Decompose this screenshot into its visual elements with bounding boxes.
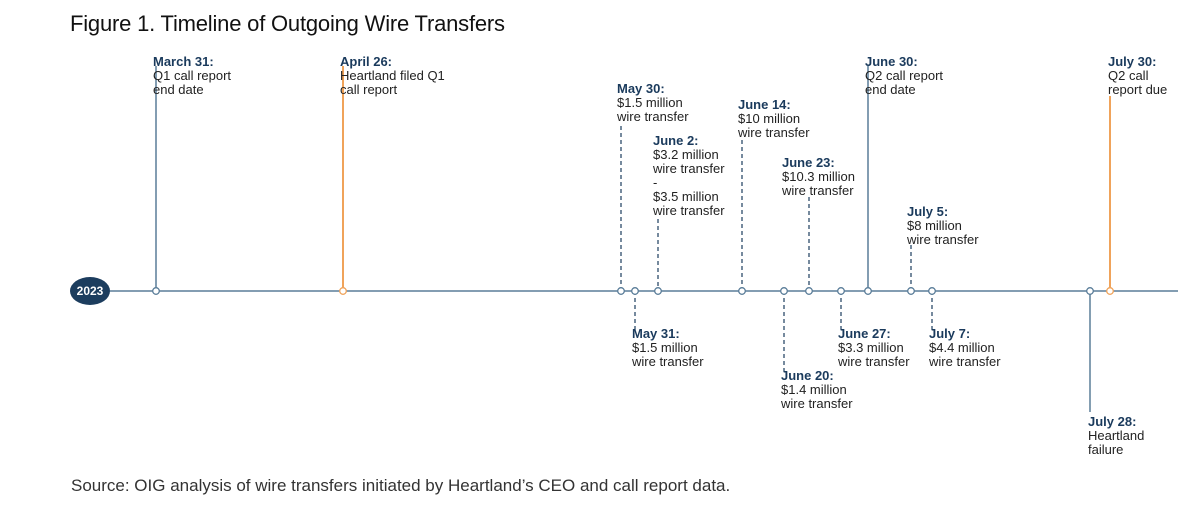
event-marker-jun2 xyxy=(654,287,662,295)
event-marker-jun20 xyxy=(780,287,788,295)
event-date: June 27: xyxy=(838,326,891,341)
event-date: May 31: xyxy=(632,326,680,341)
event-description: Q1 call report end date xyxy=(153,68,232,97)
event-marker-jul7 xyxy=(928,287,936,295)
event-description: $1.5 million wire transfer xyxy=(632,340,704,369)
event-description: $3.2 million wire transfer - $3.5 millio… xyxy=(653,147,725,218)
event-date: June 20: xyxy=(781,368,834,383)
event-label-jul7: July 7: $4.4 million wire transfer xyxy=(929,327,1001,369)
event-description: Heartland failure xyxy=(1088,428,1145,457)
event-date: July 28: xyxy=(1088,414,1137,429)
event-marker-may31 xyxy=(631,287,639,295)
figure-title: Figure 1. Timeline of Outgoing Wire Tran… xyxy=(70,11,505,36)
event-label-may31: May 31: $1.5 million wire transfer xyxy=(632,327,704,369)
event-date: June 23: xyxy=(782,155,835,170)
event-description: $3.3 million wire transfer xyxy=(838,340,910,369)
event-description: $1.4 million wire transfer xyxy=(781,382,853,411)
event-description: $10 million wire transfer xyxy=(738,111,810,140)
event-marker-jun30 xyxy=(864,287,872,295)
event-date: July 30: xyxy=(1108,54,1157,69)
event-marker-apr26 xyxy=(339,287,347,295)
event-date: June 14: xyxy=(738,97,791,112)
event-marker-jun27 xyxy=(837,287,845,295)
event-label-jul28: July 28: Heartland failure xyxy=(1088,415,1144,457)
event-label-may30: May 30: $1.5 million wire transfer xyxy=(617,82,689,124)
event-description: Q2 call report end date xyxy=(865,68,944,97)
event-date: July 7: xyxy=(929,326,971,341)
event-label-mar31: March 31: Q1 call report end date xyxy=(153,55,231,97)
event-marker-jun14 xyxy=(738,287,746,295)
event-description: Q2 call report due xyxy=(1108,68,1168,97)
event-description: Heartland filed Q1 call report xyxy=(340,68,445,97)
event-description: $1.5 million wire transfer xyxy=(617,95,689,124)
event-label-jul5: July 5: $8 million wire transfer xyxy=(907,205,979,247)
event-date: April 26: xyxy=(340,54,393,69)
event-label-jun2: June 2: $3.2 million wire transfer - $3.5… xyxy=(653,134,725,218)
year-badge: 2023 xyxy=(70,277,110,305)
event-marker-mar31 xyxy=(152,287,160,295)
event-date: May 30: xyxy=(617,81,665,96)
event-marker-jun23 xyxy=(805,287,813,295)
event-date: March 31: xyxy=(153,54,214,69)
event-marker-jul5 xyxy=(907,287,915,295)
event-marker-jul30 xyxy=(1106,287,1114,295)
event-marker-may30 xyxy=(617,287,625,295)
event-description: $4.4 million wire transfer xyxy=(929,340,1001,369)
event-date: June 2: xyxy=(653,133,699,148)
event-marker-jul28 xyxy=(1086,287,1094,295)
event-label-jun23: June 23: $10.3 million wire transfer xyxy=(782,156,855,198)
event-label-jun20: June 20: $1.4 million wire transfer xyxy=(781,369,853,411)
event-label-jun27: June 27: $3.3 million wire transfer xyxy=(838,327,910,369)
source-note: Source: OIG analysis of wire transfers i… xyxy=(71,476,731,495)
event-label-jul30: July 30: Q2 call report due xyxy=(1108,55,1167,97)
event-description: $8 million wire transfer xyxy=(907,218,979,247)
event-label-apr26: April 26: Heartland filed Q1 call report xyxy=(340,55,445,97)
event-label-jun30: June 30: Q2 call report end date xyxy=(865,55,943,97)
event-label-jun14: June 14: $10 million wire transfer xyxy=(738,98,810,140)
event-date: June 30: xyxy=(865,54,918,69)
event-date: July 5: xyxy=(907,204,949,219)
event-description: $10.3 million wire transfer xyxy=(782,169,855,198)
